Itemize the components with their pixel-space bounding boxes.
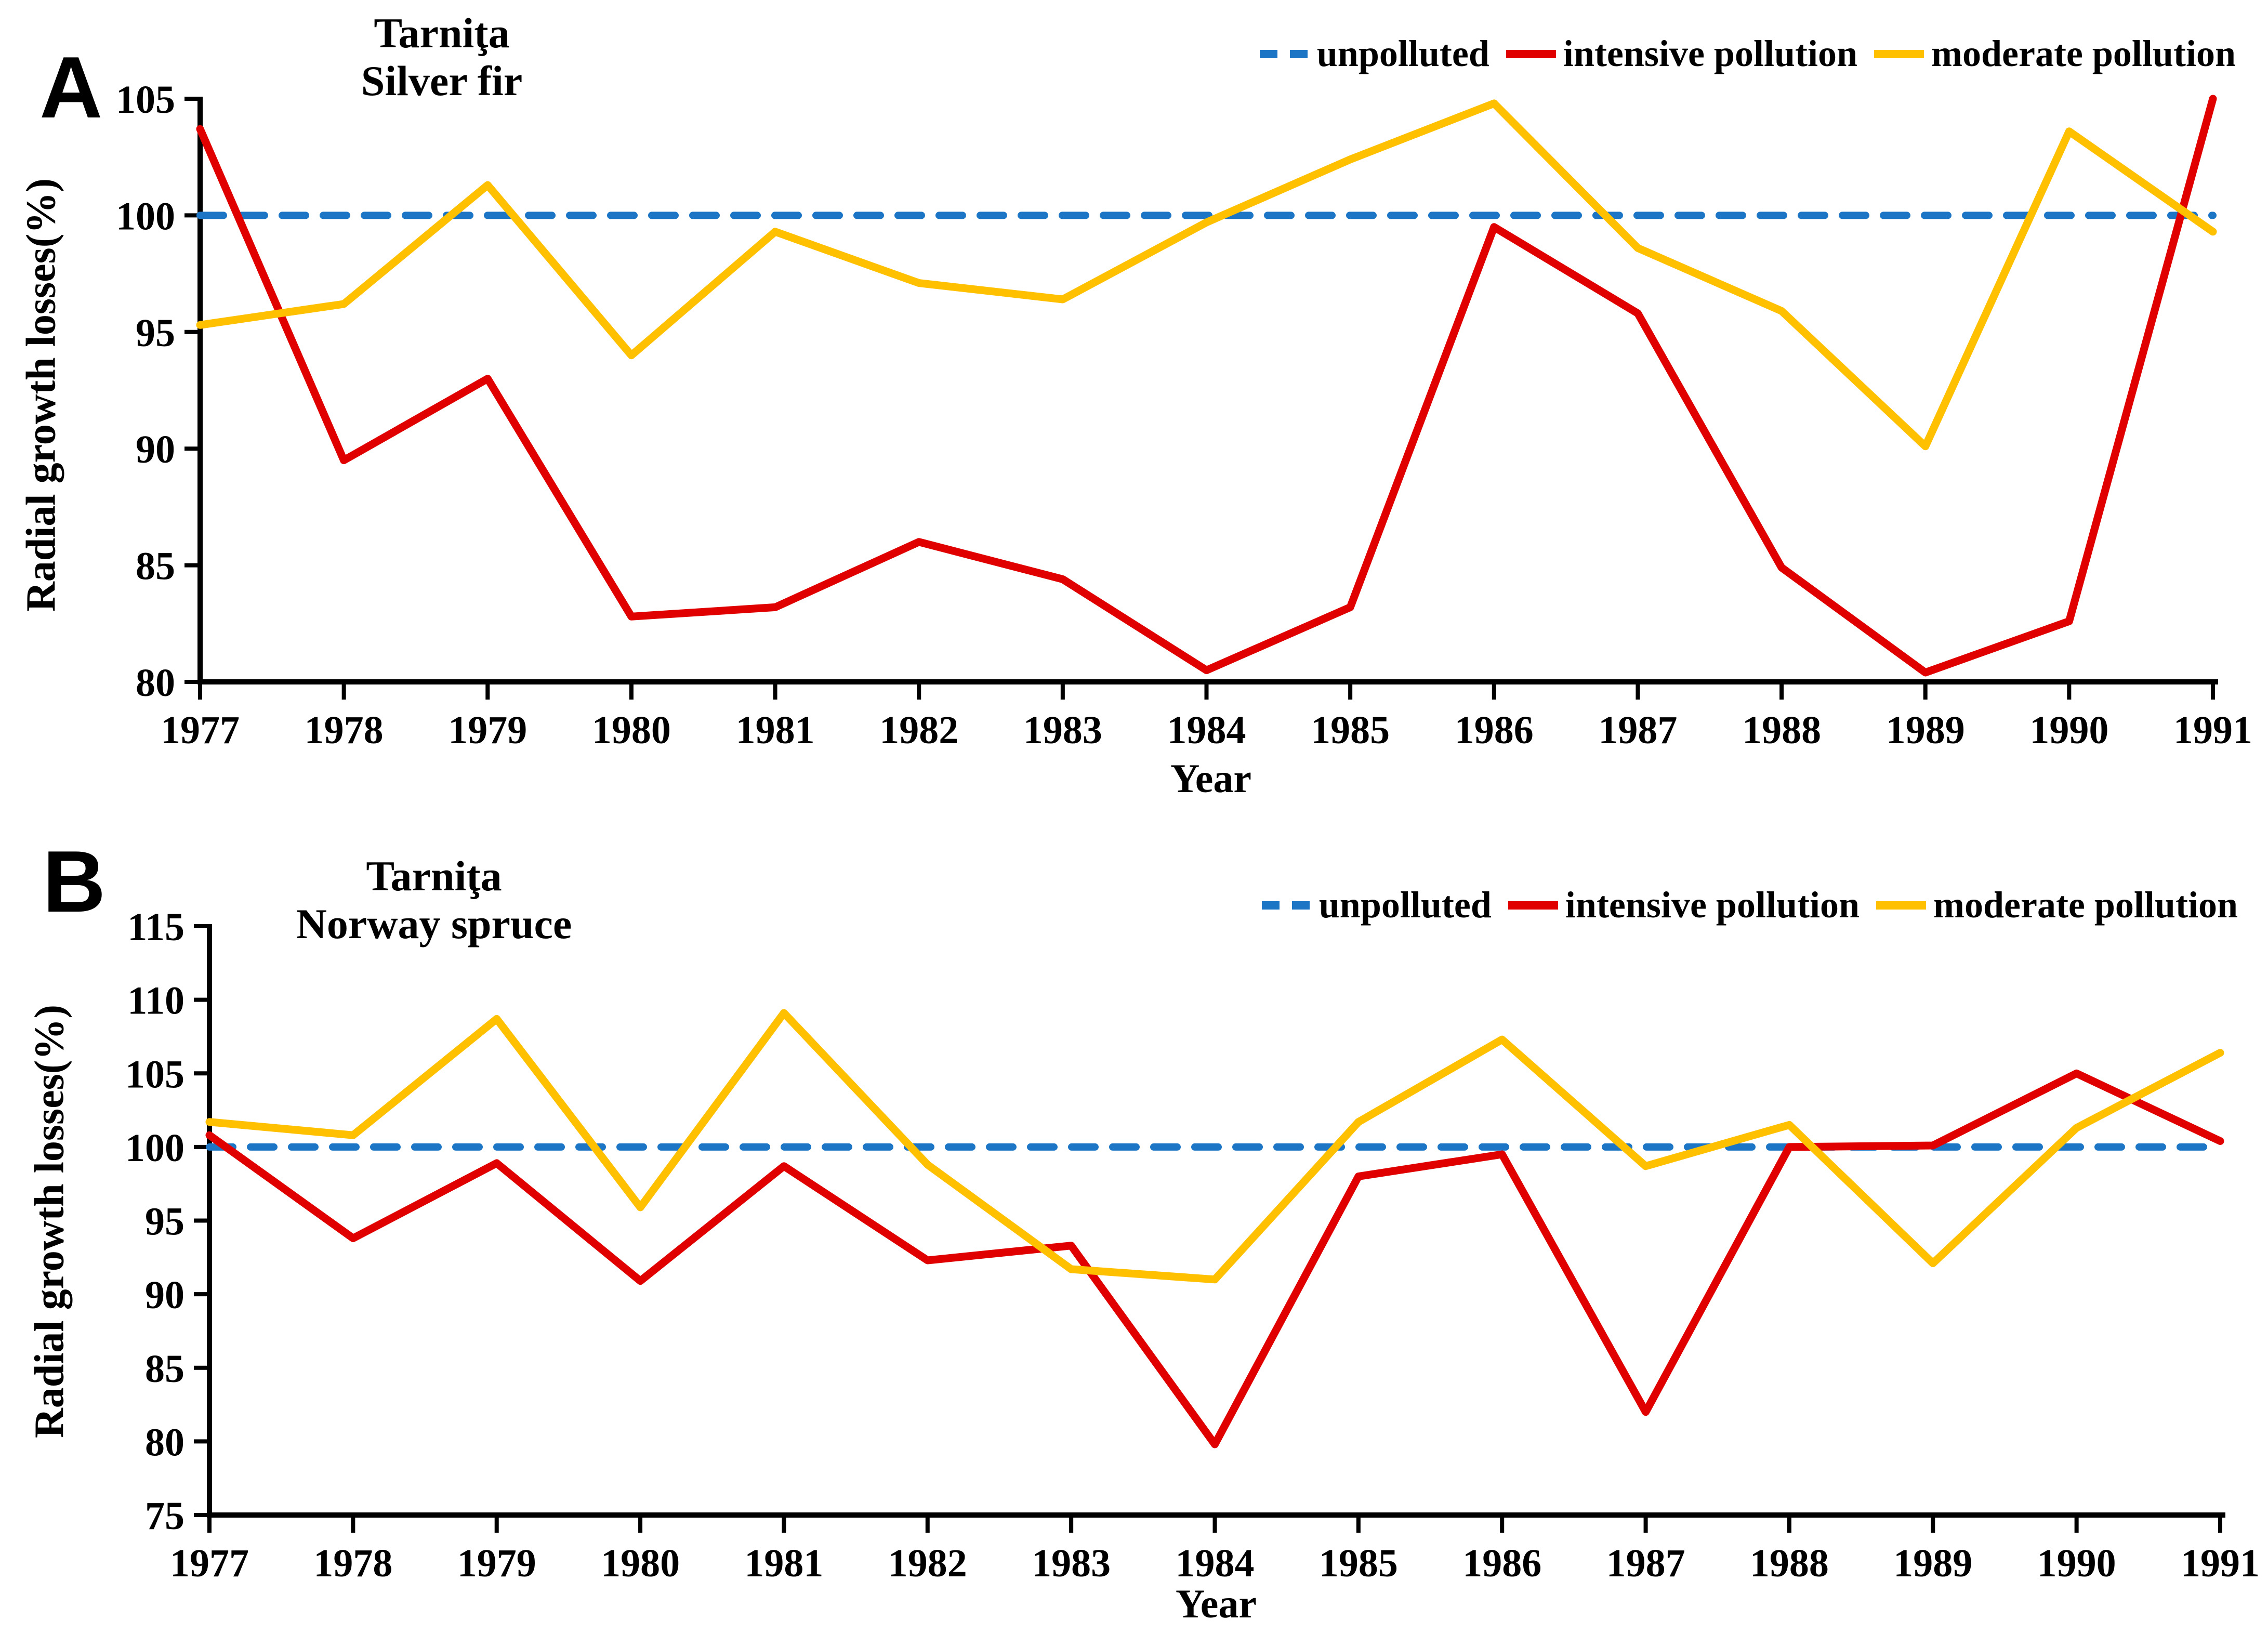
x-tick-label: 1979: [448, 708, 527, 752]
x-tick-label: 1982: [879, 708, 958, 752]
x-tick-label: 1987: [1598, 708, 1677, 752]
x-tick-label: 1981: [744, 1542, 823, 1585]
chart-b-x-axis-title: Year: [1176, 1581, 1257, 1626]
legend-item-moderate: moderate pollution: [1873, 32, 2236, 75]
x-tick-label: 1986: [1455, 708, 1534, 752]
chart-a-y-axis-title: Radial growth losses(%): [18, 178, 64, 612]
x-tick-label: 1990: [2029, 708, 2108, 752]
chart-b: 75 80 85 90 95 100 105 110 115 1977 1978 1979 1980 19…: [125, 905, 2260, 1585]
chart-b-title-site: Tarniţa: [366, 852, 502, 900]
x-tick-label: 1989: [1893, 1542, 1972, 1585]
x-tick-label: 1984: [1176, 1542, 1255, 1585]
x-tick-label: 1984: [1167, 708, 1246, 752]
y-tick-label: 85: [136, 545, 175, 588]
legend-item-unpolluted: unpolluted: [1261, 884, 1492, 927]
x-tick-label: 1985: [1319, 1542, 1398, 1585]
chart-a-x-axis-title: Year: [1170, 756, 1251, 801]
chart-b-title: Tarniţa Norway spruce: [216, 852, 652, 948]
chart-b-title-species: Norway spruce: [296, 900, 572, 947]
legend-label-moderate: moderate pollution: [1933, 884, 2238, 926]
chart-a-title: Tarniţa Silver fir: [223, 9, 660, 105]
series-line-intensive-pollution: [205, 1069, 2224, 1448]
x-tick-label: 1981: [736, 708, 815, 752]
x-tick-label: 1979: [457, 1542, 536, 1585]
x-tick-label: 1989: [1886, 708, 1965, 752]
x-tick-label: 1987: [1606, 1542, 1685, 1585]
x-tick-label: 1990: [2037, 1542, 2116, 1585]
unpolluted-dashed-line-swatch: [1261, 901, 1312, 910]
y-tick-label: 90: [145, 1273, 184, 1317]
chart-b-legend: unpolluted intensive pollution moderate …: [1261, 884, 2238, 927]
y-tick-label: 95: [145, 1200, 184, 1244]
x-tick-label: 1983: [1032, 1542, 1111, 1585]
moderate-line-swatch: [1874, 49, 1924, 58]
x-tick-label: 1991: [2181, 1542, 2260, 1585]
legend-label-unpolluted: unpolluted: [1316, 33, 1489, 74]
legend-item-intensive: intensive pollution: [1507, 884, 1860, 927]
x-tick-label: 1978: [305, 708, 384, 752]
y-tick-label: 80: [136, 661, 175, 705]
y-tick-label: 95: [136, 311, 175, 355]
y-tick-label: 90: [136, 428, 175, 471]
y-tick-label: 85: [145, 1347, 184, 1391]
chart-a-title-species: Silver fir: [361, 57, 523, 104]
y-tick-label: 75: [145, 1494, 184, 1538]
y-tick-label: 100: [125, 1126, 184, 1170]
y-tick-label: 115: [127, 905, 184, 949]
y-tick-label: 100: [116, 194, 175, 238]
panel-a-letter: A: [39, 38, 103, 136]
moderate-line-swatch: [1876, 901, 1927, 910]
x-tick-label: 1991: [2173, 708, 2252, 752]
legend-label-moderate: moderate pollution: [1931, 33, 2236, 74]
series-line-moderate-pollution: [205, 1009, 2224, 1284]
legend-item-unpolluted: unpolluted: [1259, 32, 1489, 75]
legend-label-unpolluted: unpolluted: [1318, 884, 1492, 926]
x-tick-label: 1977: [170, 1542, 249, 1585]
panel-b-letter: B: [43, 833, 106, 930]
intensive-line-swatch: [1506, 49, 1556, 58]
chart-a: 80 85 90 95 100 105 1977 1978 1979 1980 1981 1982 19…: [116, 78, 2252, 752]
series-line-moderate-pollution: [196, 99, 2217, 451]
legend-label-intensive: intensive pollution: [1563, 33, 1858, 74]
intensive-line-swatch: [1508, 901, 1558, 910]
chart-b-y-axis-title: Radial growth losses(%): [27, 1004, 73, 1439]
x-tick-label: 1982: [888, 1542, 967, 1585]
y-tick-label: 110: [127, 979, 184, 1023]
x-tick-label: 1985: [1311, 708, 1390, 752]
legend-item-moderate: moderate pollution: [1875, 884, 2238, 927]
y-tick-label: 80: [145, 1420, 184, 1464]
x-tick-label: 1980: [592, 708, 671, 752]
x-tick-label: 1980: [601, 1542, 680, 1585]
y-tick-label: 105: [125, 1052, 184, 1096]
legend-label-intensive: intensive pollution: [1565, 884, 1860, 926]
legend-item-intensive: intensive pollution: [1505, 32, 1857, 75]
y-tick-label: 105: [116, 78, 175, 122]
x-tick-label: 1986: [1462, 1542, 1541, 1585]
x-tick-label: 1983: [1023, 708, 1102, 752]
series-line-intensive-pollution: [196, 95, 2217, 677]
unpolluted-dashed-line-swatch: [1259, 49, 1310, 58]
x-tick-label: 1977: [161, 708, 240, 752]
chart-a-legend: unpolluted intensive pollution moderate …: [1259, 32, 2236, 75]
chart-a-title-site: Tarniţa: [374, 9, 510, 57]
x-tick-label: 1978: [313, 1542, 392, 1585]
x-tick-label: 1988: [1742, 708, 1821, 752]
x-tick-label: 1988: [1750, 1542, 1829, 1585]
